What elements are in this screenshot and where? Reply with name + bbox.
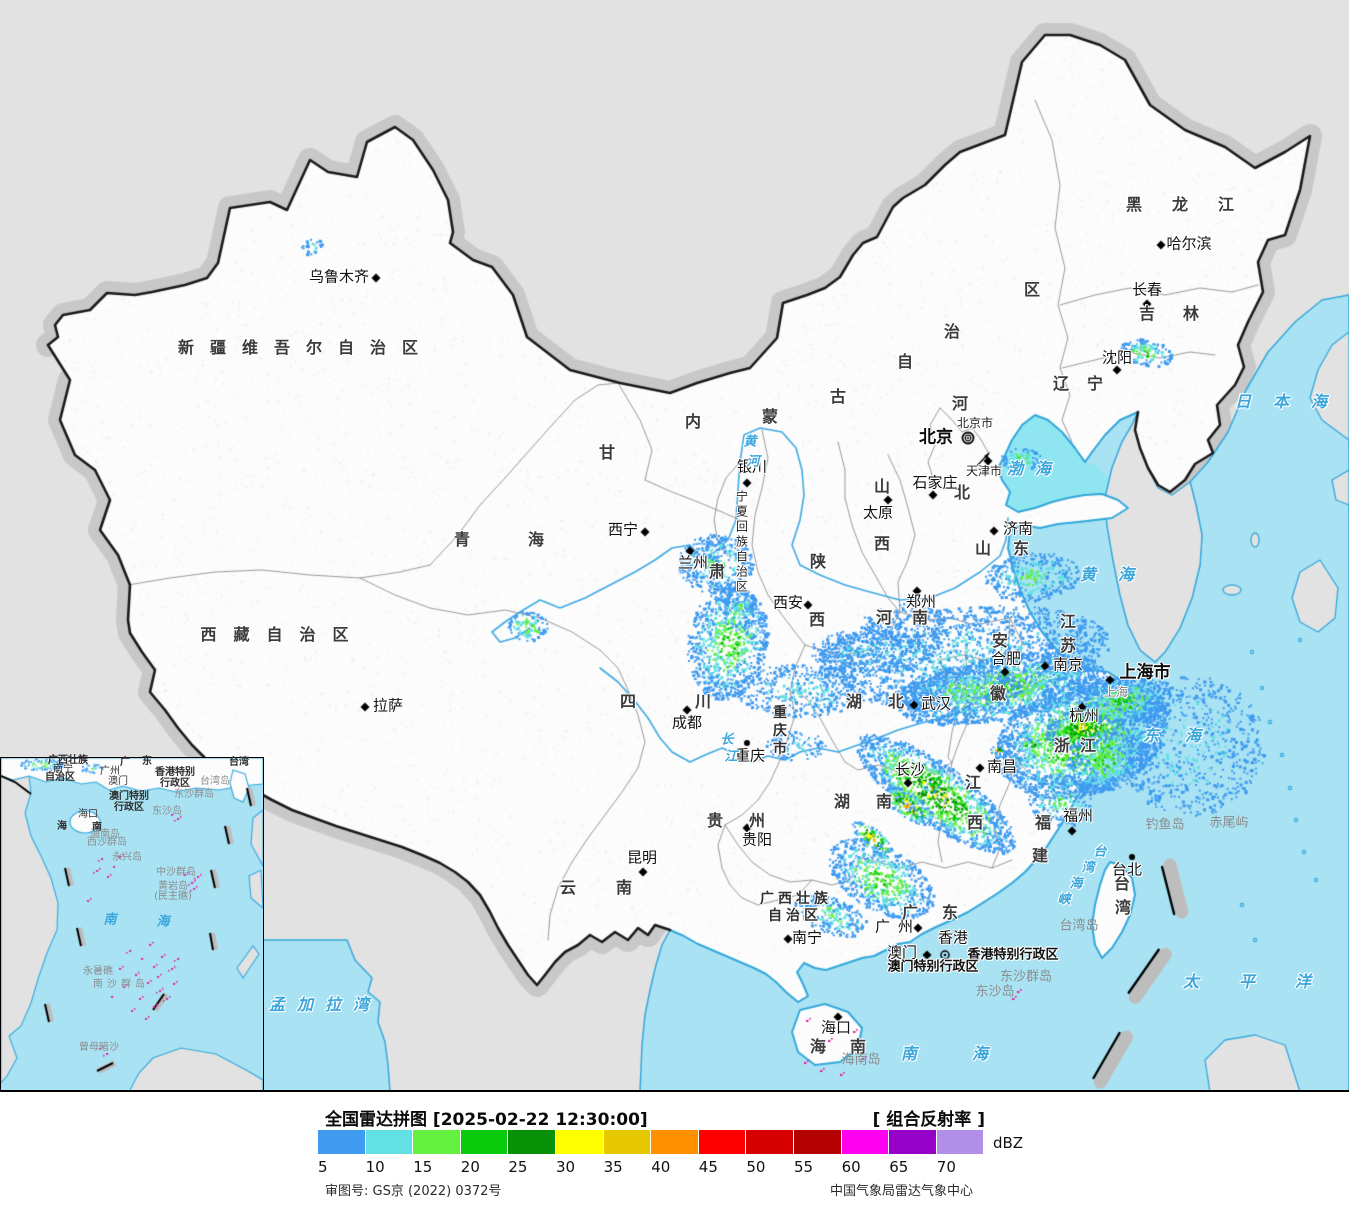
colorbar-tick: 60 <box>841 1158 861 1176</box>
colorbar-tick: 55 <box>794 1158 814 1176</box>
map-region: 黑龙江 吉林 辽宁内蒙古自治区新疆维吾尔自治区 西藏自治区 青海甘肃宁夏回族自治区陕西山… <box>0 0 1349 1093</box>
colorbar-cell <box>603 1130 651 1154</box>
colorbar-tick: 40 <box>651 1158 671 1176</box>
map-title: 全国雷达拼图 [2025-02-22 12:30:00] <box>325 1110 648 1130</box>
colorbar-cell <box>555 1130 603 1154</box>
colorbar-tick: 30 <box>556 1158 576 1176</box>
dbz-colorbar <box>318 1130 984 1154</box>
colorbar-tick: 50 <box>746 1158 766 1176</box>
colorbar-cell <box>413 1130 460 1154</box>
map-frame-line <box>0 1090 1349 1092</box>
product-type-label: [ 组合反射率 ] <box>872 1110 985 1130</box>
colorbar-cell <box>318 1130 365 1154</box>
colorbar-cell <box>793 1130 841 1154</box>
colorbar-cell <box>936 1130 984 1154</box>
colorbar-tick: 70 <box>936 1158 956 1176</box>
colorbar-tick: 5 <box>318 1158 328 1176</box>
colorbar-tick: 65 <box>889 1158 909 1176</box>
colorbar-tick: 20 <box>460 1158 480 1176</box>
dbz-colorbar-ticks: 5 10 15 20 25 30 35 40 45 50 55 60 65 70 <box>318 1158 998 1176</box>
colorbar-cell <box>889 1130 936 1154</box>
colorbar-cell <box>746 1130 793 1154</box>
colorbar-tick: 25 <box>508 1158 528 1176</box>
credit-label: 中国气象局雷达气象中心 <box>829 1184 973 1199</box>
colorbar-cell <box>365 1130 413 1154</box>
colorbar-cell <box>508 1130 555 1154</box>
colorbar-cell <box>698 1130 746 1154</box>
legend-region: 全国雷达拼图 [2025-02-22 12:30:00] [ 组合反射率 ] 5… <box>0 1092 1349 1208</box>
dbz-unit-label: dBZ <box>993 1134 1024 1152</box>
colorbar-tick: 45 <box>698 1158 718 1176</box>
colorbar-tick: 35 <box>603 1158 623 1176</box>
colorbar-tick: 10 <box>365 1158 385 1176</box>
colorbar-cell <box>460 1130 508 1154</box>
colorbar-cell <box>841 1130 889 1154</box>
colorbar-tick: 15 <box>413 1158 433 1176</box>
colorbar-cell <box>651 1130 698 1154</box>
south-china-sea-inset-map <box>0 757 264 1093</box>
map-license-number: 审图号: GS京 (2022) 0372号 <box>325 1184 502 1199</box>
